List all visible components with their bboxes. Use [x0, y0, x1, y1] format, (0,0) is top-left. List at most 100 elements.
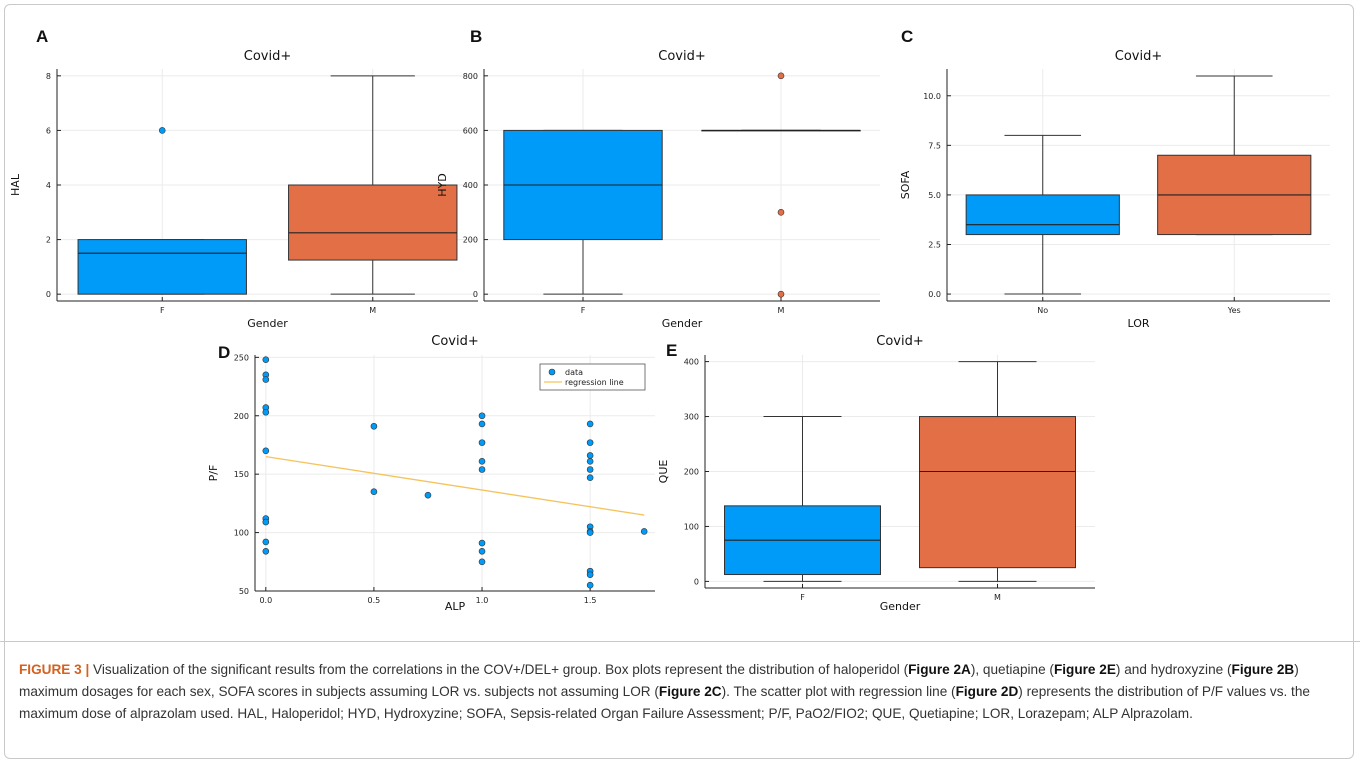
data-point	[478, 458, 486, 465]
figure-caption: FIGURE 3 | Visualization of the signific…	[0, 641, 1360, 759]
x-tick-label: Yes	[1227, 306, 1241, 315]
x-tick-label: F	[800, 593, 805, 602]
caption-figure-reference: Figure 2B	[1231, 662, 1295, 677]
caption-text: Visualization of the significant results…	[89, 662, 909, 677]
plot-title: Covid+	[658, 49, 705, 64]
outlier-point	[777, 290, 785, 298]
data-point	[478, 420, 486, 428]
y-tick-label: 8	[46, 72, 51, 81]
y-tick-label: 0.0	[928, 290, 941, 299]
data-point	[262, 547, 270, 555]
y-axis-label: QUE	[657, 460, 670, 484]
panel-letter-c: C	[901, 27, 913, 46]
panel-letter-b: B	[470, 27, 482, 46]
caption-figure-reference: Figure 2A	[908, 662, 971, 677]
y-axis-label: SOFA	[899, 170, 912, 199]
caption-text: ) represents the distribution of P/F val…	[19, 684, 1310, 721]
outlier-point	[777, 208, 785, 216]
data-point	[586, 474, 594, 481]
panel-letter-e: E	[666, 341, 677, 360]
data-point	[586, 420, 594, 428]
x-tick-label: M	[994, 593, 1001, 602]
y-axis-label: P/F	[207, 465, 220, 482]
data-point	[640, 528, 648, 535]
x-axis-label: LOR	[1127, 317, 1149, 330]
box-m	[919, 416, 1076, 569]
caption-text: ) and hydroxyzine (	[1115, 662, 1232, 677]
y-tick-label: 6	[46, 126, 51, 135]
plot-title: Covid+	[431, 334, 478, 349]
outlier-point	[158, 127, 166, 134]
figure-frame	[4, 4, 1354, 759]
y-tick-label: 600	[463, 126, 478, 135]
y-tick-label: 7.5	[928, 141, 941, 150]
y-tick-label: 250	[234, 353, 249, 362]
plot-title: Covid+	[876, 334, 923, 349]
y-tick-label: 400	[684, 358, 699, 367]
y-tick-label: 4	[46, 181, 51, 190]
y-tick-label: 50	[239, 587, 249, 596]
x-tick-label: 0.0	[259, 596, 272, 605]
y-tick-label: 2.5	[928, 240, 941, 249]
x-axis-label: Gender	[880, 600, 921, 613]
x-tick-label: 1.0	[476, 596, 489, 605]
x-axis-label: ALP	[445, 600, 466, 613]
x-tick-label: F	[581, 306, 586, 315]
data-point	[478, 539, 486, 547]
data-point	[478, 439, 486, 446]
data-point	[262, 447, 270, 455]
plot-title: Covid+	[1115, 49, 1162, 64]
data-point	[262, 518, 270, 526]
y-tick-label: 400	[463, 181, 478, 190]
data-point	[262, 356, 270, 363]
data-point	[586, 452, 594, 459]
data-point	[478, 558, 486, 566]
y-tick-label: 0	[694, 577, 699, 586]
y-tick-label: 10.0	[923, 92, 941, 101]
data-point	[586, 571, 594, 578]
box-no	[965, 194, 1120, 236]
data-point	[478, 412, 486, 420]
legend-label-data: data	[565, 368, 583, 377]
y-tick-label: 800	[463, 72, 478, 81]
data-point	[262, 408, 270, 416]
data-point	[586, 458, 594, 465]
legend-marker-data	[548, 368, 556, 376]
data-point	[424, 491, 432, 499]
data-point	[262, 376, 270, 383]
data-point	[586, 581, 594, 589]
y-axis-label: HAL	[9, 173, 22, 196]
x-axis-label: Gender	[247, 317, 288, 330]
y-tick-label: 100	[684, 522, 699, 531]
data-point	[478, 466, 486, 473]
panel-letter-d: D	[218, 343, 230, 362]
panel-letter-a: A	[36, 27, 48, 46]
y-tick-label: 200	[684, 468, 699, 477]
x-tick-label: F	[160, 306, 165, 315]
data-point	[586, 466, 594, 473]
plot-title: Covid+	[244, 49, 291, 64]
y-tick-label: 2	[46, 236, 51, 245]
x-tick-label: No	[1037, 306, 1048, 315]
data-point	[586, 529, 594, 536]
data-point	[478, 547, 486, 555]
y-tick-label: 5.0	[928, 191, 941, 200]
x-tick-label: 0.5	[368, 596, 381, 605]
caption-figure-reference: Figure 2E	[1053, 662, 1116, 677]
x-tick-label: M	[778, 306, 785, 315]
caption-figure-reference: Figure 2D	[955, 684, 1019, 699]
y-tick-label: 200	[463, 236, 478, 245]
data-point	[262, 538, 270, 546]
y-tick-label: 300	[684, 413, 699, 422]
x-tick-label: 1.5	[584, 596, 597, 605]
figure-panels: 0 2 4 6 8 F M A Covid+ Gender HAL 0 200 400 600 800 F M B C…	[9, 27, 1330, 613]
outlier-point	[777, 72, 785, 80]
x-axis-label: Gender	[662, 317, 703, 330]
data-point	[586, 439, 594, 446]
y-tick-label: 0	[46, 290, 51, 299]
x-tick-label: M	[369, 306, 376, 315]
y-axis-label: HYD	[436, 173, 449, 196]
y-tick-label: 0	[473, 290, 478, 299]
y-tick-label: 200	[234, 412, 249, 421]
caption-text: ), quetiapine (	[970, 662, 1054, 677]
